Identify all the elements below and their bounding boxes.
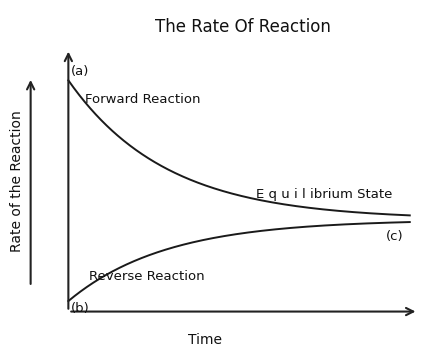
Text: (b): (b) bbox=[71, 302, 90, 315]
Title: The Rate Of Reaction: The Rate Of Reaction bbox=[155, 19, 330, 36]
Text: Forward Reaction: Forward Reaction bbox=[85, 94, 201, 106]
Text: Rate of the Reaction: Rate of the Reaction bbox=[10, 111, 24, 252]
Text: (a): (a) bbox=[71, 65, 90, 78]
Text: Reverse Reaction: Reverse Reaction bbox=[89, 269, 204, 282]
Text: Time: Time bbox=[188, 334, 222, 347]
Text: (c): (c) bbox=[386, 230, 404, 243]
Text: E q u i l ibrium State: E q u i l ibrium State bbox=[256, 188, 392, 201]
